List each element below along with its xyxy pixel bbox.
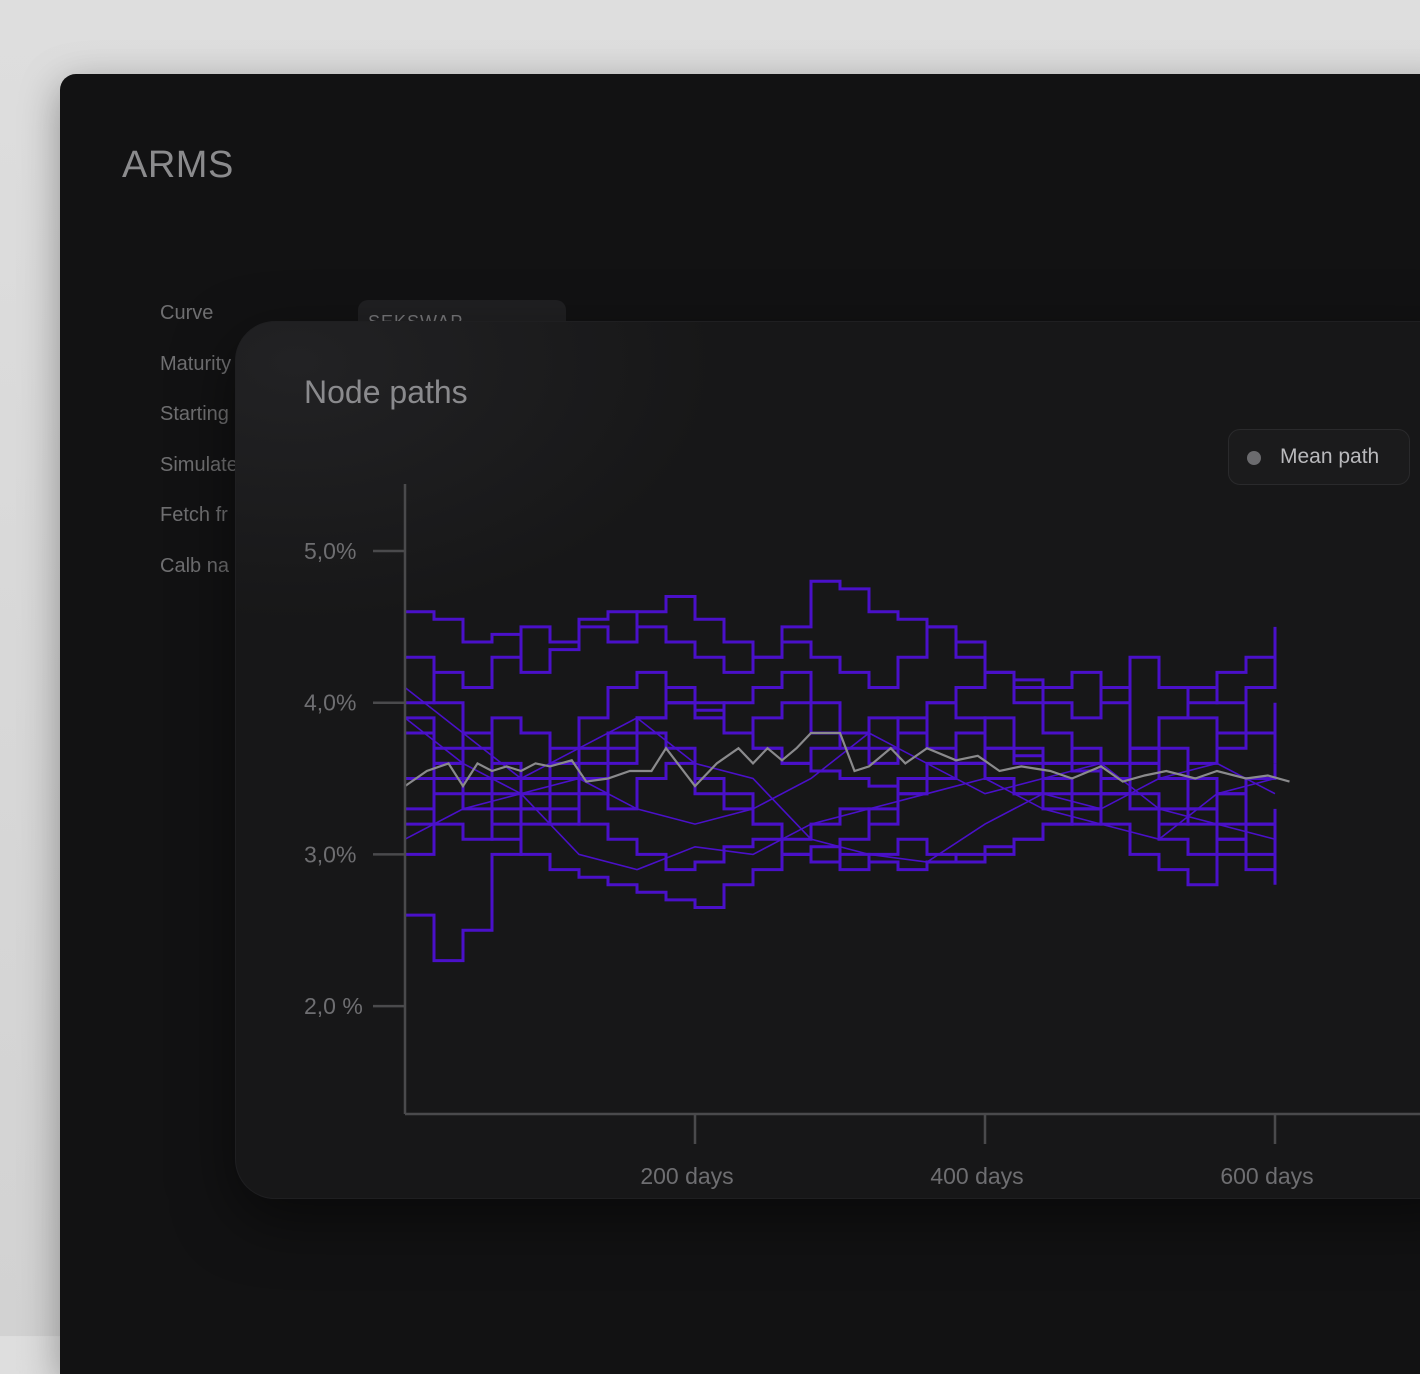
y-tick-label: 3,0%	[304, 841, 356, 867]
mean-layer	[404, 731, 1290, 789]
legend-dot-icon	[1247, 451, 1261, 465]
smooth-path-2	[404, 777, 1276, 871]
legend-label: Mean path	[1280, 445, 1380, 468]
x-tick-label: 600 days	[1220, 1163, 1313, 1189]
fetch-from-label: Fetch fr	[160, 504, 228, 526]
maturity-label: Maturity	[160, 353, 232, 375]
curve-label: Curve	[160, 302, 214, 324]
y-tick-label: 4,0%	[304, 690, 356, 716]
node-paths-card: Node paths 5,0% 4,0% 3,0% 2,0 % 200 days 400 …	[235, 321, 1420, 1199]
paths-layer	[404, 579, 1277, 963]
calib-name-label: Calb na	[160, 555, 229, 577]
node-path-2	[405, 610, 1277, 750]
y-tick-label: 2,0 %	[304, 993, 363, 1019]
smooth-path-1	[404, 717, 1276, 840]
mean-path-line	[404, 731, 1290, 789]
smooth-path-3	[404, 686, 1276, 863]
legend[interactable]: Mean path	[1228, 429, 1410, 485]
card-title: Node paths	[304, 374, 468, 410]
starting-label: Starting	[160, 403, 229, 425]
simulate-label: Simulate	[160, 454, 238, 476]
axes-layer: 5,0% 4,0% 3,0% 2,0 % 200 days 400 days 600 day…	[304, 484, 1420, 1189]
x-tick-label: 200 days	[640, 1163, 733, 1189]
node-paths-chart: 5,0% 4,0% 3,0% 2,0 % 200 days 400 days 600 day…	[304, 484, 1420, 1189]
y-tick-label: 5,0%	[304, 538, 356, 564]
app-title: ARMS	[122, 144, 234, 186]
x-tick-label: 400 days	[930, 1163, 1023, 1189]
